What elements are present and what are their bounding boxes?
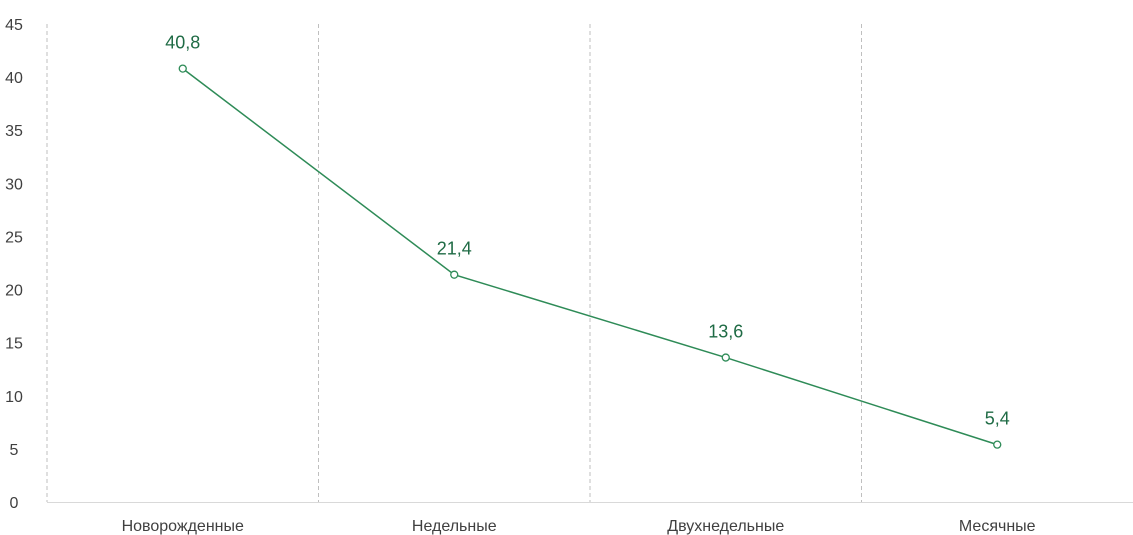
data-point-marker: [178, 64, 187, 73]
y-axis-tick-labels: 0 5 10 15 20 25 30 35 40 45: [5, 17, 23, 512]
y-tick-label: 15: [5, 336, 23, 353]
grid-lines: [46, 24, 862, 502]
data-value-label: 21,4: [437, 239, 472, 259]
y-tick-label: 20: [5, 283, 23, 300]
y-tick-label: 35: [5, 123, 23, 140]
x-axis-category-labels: Новорожденные Недельные Двухнедельные Месяч…: [122, 518, 1036, 535]
x-category-label: Месячные: [959, 518, 1036, 535]
series-line: [182, 68, 998, 446]
y-tick-label: 5: [10, 442, 19, 459]
y-tick-label: 25: [5, 229, 23, 246]
y-tick-label: 40: [5, 70, 23, 87]
x-category-label: Двухнедельные: [667, 518, 784, 535]
series-markers: [178, 64, 1002, 449]
y-tick-label: 10: [5, 389, 23, 406]
data-labels: 40,8 21,4 13,6 5,4: [165, 33, 1010, 429]
x-category-label: Недельные: [412, 518, 497, 535]
x-category-label: Новорожденные: [122, 518, 244, 535]
data-value-label: 13,6: [708, 322, 743, 342]
y-tick-label: 0: [10, 495, 19, 512]
data-point-marker: [450, 270, 459, 279]
y-tick-label: 45: [5, 17, 23, 34]
data-value-label: 5,4: [985, 409, 1010, 429]
y-tick-label: 30: [5, 176, 23, 193]
series-line-path: [182, 68, 998, 446]
data-value-label: 40,8: [165, 33, 200, 53]
data-point-marker: [721, 353, 730, 362]
data-point-marker: [993, 440, 1002, 449]
